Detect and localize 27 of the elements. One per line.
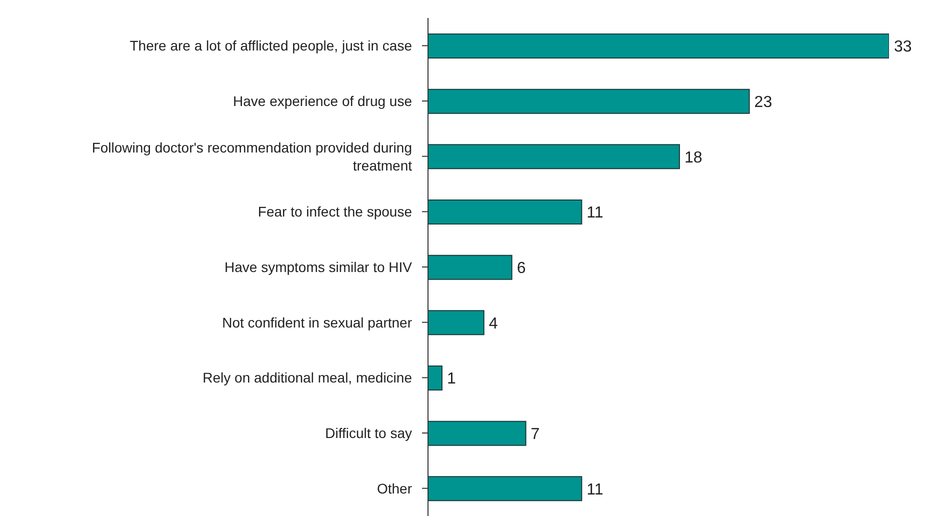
- bar: [428, 366, 442, 390]
- y-tick-label: Rely on additional meal, medicine: [202, 370, 412, 386]
- y-tick-label: Following doctor's recommendation provided during treatment: [92, 139, 412, 174]
- y-tick-label: Other: [376, 480, 412, 496]
- y-tick-label: Have experience of drug use: [233, 93, 412, 109]
- bar: [428, 420, 526, 446]
- data-label: 33: [894, 38, 912, 56]
- y-tick-label: There are a lot of afflicted people, just in case: [130, 38, 412, 54]
- y-tick-label: Fear to infect the spouse: [258, 204, 412, 220]
- y-tick-label: Have symptoms similar to HIV: [224, 259, 413, 275]
- bar: [428, 34, 889, 58]
- data-label: 23: [754, 94, 772, 112]
- bar: [428, 476, 582, 502]
- y-tick-label: Difficult to say: [325, 425, 412, 441]
- data-label: 6: [516, 260, 526, 278]
- data-label: 11: [586, 204, 604, 222]
- bar: [428, 88, 750, 114]
- bar: [428, 200, 582, 224]
- data-label: 11: [586, 481, 604, 498]
- data-label: 4: [488, 315, 498, 332]
- data-label: 7: [530, 426, 540, 444]
- bar: [428, 144, 680, 170]
- data-label: 18: [684, 149, 702, 166]
- bar: [428, 254, 512, 280]
- y-tick-label: Not confident in sexual partner: [222, 314, 412, 330]
- bar: [428, 310, 484, 336]
- data-label: 1: [446, 370, 456, 388]
